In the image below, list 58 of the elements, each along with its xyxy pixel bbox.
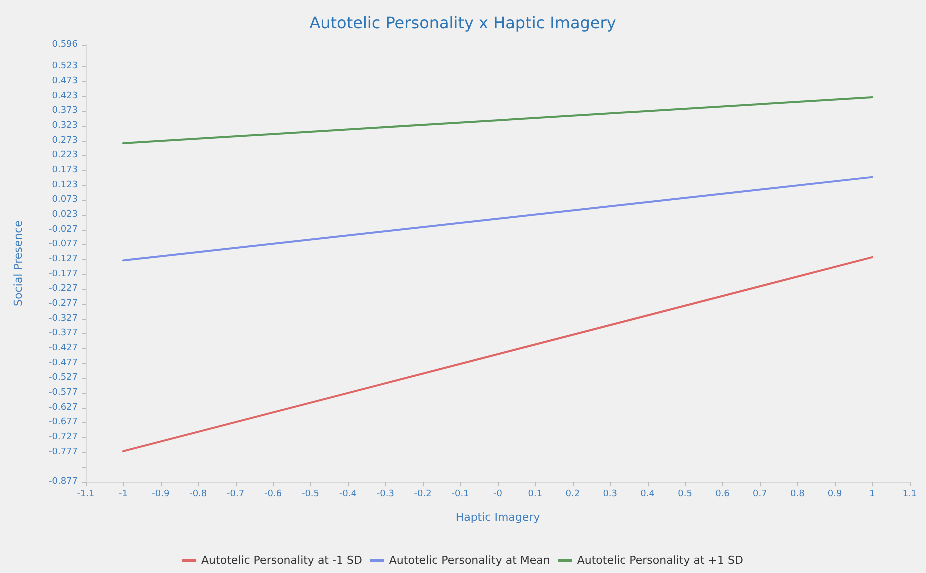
- y-tick-label: 0.423: [52, 91, 78, 102]
- x-tick-label: -0.9: [152, 490, 170, 500]
- y-tick-label: -0.177: [48, 269, 78, 280]
- y-tick-label: 0.273: [52, 136, 78, 146]
- x-tick-label: 1.1: [902, 490, 918, 500]
- x-tick-label: -0: [494, 490, 503, 500]
- chart-title: Autotelic Personality x Haptic Imagery: [310, 14, 616, 32]
- y-tick-label: 0.323: [52, 120, 78, 131]
- y-tick-label: -0.477: [48, 358, 78, 368]
- y-tick-label: 0.173: [52, 165, 78, 176]
- y-tick-label: -0.427: [48, 343, 78, 354]
- y-tick-label: -0.777: [48, 447, 78, 458]
- x-tick-label: -0.3: [376, 490, 394, 500]
- y-tick-label: -0.127: [48, 254, 78, 264]
- x-tick-label: 0.7: [753, 490, 768, 500]
- y-tick-label: -0.377: [48, 328, 78, 339]
- x-tick-label: -0.4: [339, 490, 358, 500]
- x-tick-label: -1.1: [77, 490, 95, 500]
- y-tick-label: -0.327: [48, 314, 78, 324]
- x-tick-label: -0.2: [414, 490, 432, 500]
- x-tick-label: 1: [870, 490, 876, 500]
- x-axis-title: Haptic Imagery: [456, 511, 541, 524]
- x-tick-label: 0.2: [566, 490, 580, 500]
- y-tick-label: -0.227: [48, 284, 78, 294]
- y-tick-label: -0.577: [48, 388, 78, 398]
- legend-label: Autotelic Personality at Mean: [389, 554, 550, 567]
- x-tick-label: 0.8: [790, 490, 806, 500]
- y-tick-label: -0.677: [48, 418, 78, 428]
- x-tick-label: -0.7: [227, 490, 245, 500]
- y-tick-label: -0.527: [48, 373, 78, 384]
- y-tick-label: -0.877: [48, 477, 78, 487]
- y-tick-label: 0.073: [52, 195, 78, 206]
- y-axis-title: Social Presence: [12, 220, 25, 306]
- y-tick-label: -0.077: [48, 240, 78, 250]
- x-tick-label: 0.9: [828, 490, 843, 500]
- y-tick-label: 0.123: [52, 180, 78, 190]
- y-tick-label: 0.523: [52, 62, 78, 72]
- x-tick-label: -0.8: [190, 490, 208, 500]
- x-tick-label: 0.3: [603, 490, 618, 500]
- y-tick-label: -0.027: [48, 224, 78, 235]
- x-tick-label: -1: [118, 490, 128, 500]
- legend-label: Autotelic Personality at -1 SD: [202, 554, 362, 567]
- x-tick-label: 0.4: [640, 490, 656, 500]
- y-tick-label: 0.373: [52, 106, 78, 116]
- y-tick-label: -0.277: [48, 298, 78, 309]
- x-tick-label: 0.6: [716, 490, 730, 500]
- x-tick-label: -0.6: [264, 490, 282, 500]
- y-tick-label: 0.023: [52, 210, 78, 220]
- y-tick-label: 0.596: [52, 40, 78, 50]
- y-tick-label: 0.223: [52, 150, 78, 161]
- x-tick-label: 0.1: [528, 490, 543, 500]
- y-tick-label: 0.473: [52, 76, 78, 86]
- y-tick-label: -0.627: [48, 402, 78, 413]
- y-tick-label: -0.727: [48, 432, 78, 442]
- x-tick-label: -0.1: [452, 490, 470, 500]
- x-tick-label: -0.5: [302, 490, 320, 500]
- legend-label: Autotelic Personality at +1 SD: [577, 554, 744, 567]
- x-tick-label: 0.5: [678, 490, 692, 500]
